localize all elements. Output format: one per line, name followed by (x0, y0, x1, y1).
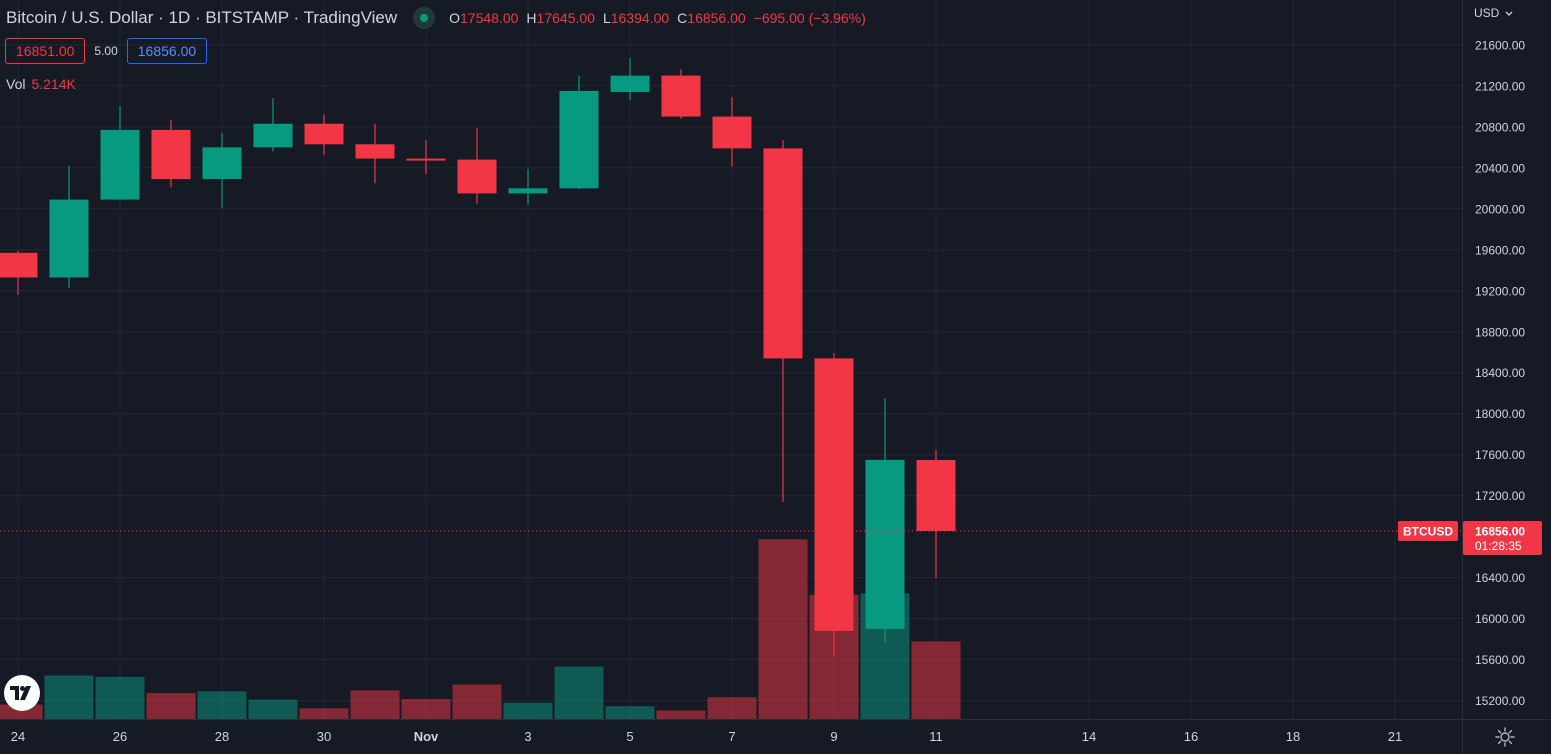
x-tick-label: 16 (1184, 729, 1198, 744)
x-tick-label: 28 (215, 729, 229, 744)
symbol-title[interactable]: Bitcoin / U.S. Dollar · 1D · BITSTAMP · … (6, 8, 398, 27)
volume-bar (911, 641, 961, 719)
y-tick-label: 18000.00 (1475, 407, 1525, 421)
volume-bar (452, 684, 502, 719)
volume-legend[interactable]: Vol 5.214K (6, 76, 76, 92)
x-tick-label: 3 (524, 729, 531, 744)
price-change: −695.00 (−3.96%) (753, 10, 866, 26)
volume-bar (44, 675, 94, 719)
candle-body[interactable] (712, 116, 752, 149)
x-tick-label: 26 (113, 729, 127, 744)
candle-body[interactable] (763, 148, 803, 359)
tradingview-mark-icon (10, 686, 31, 700)
candle-body[interactable] (253, 123, 293, 148)
y-tick-label: 19600.00 (1475, 243, 1525, 257)
x-tick-label: 5 (626, 729, 633, 744)
chart-grid (0, 0, 1462, 719)
x-tick-label: 24 (11, 729, 25, 744)
candle-body[interactable] (814, 358, 854, 631)
x-tick-label: 21 (1388, 729, 1402, 744)
currency-label: USD (1474, 6, 1500, 20)
x-tick-label: 14 (1082, 729, 1096, 744)
y-tick-label: 20000.00 (1475, 202, 1525, 216)
ohlc-open: O17548.00 (449, 10, 519, 26)
y-tick-label: 19200.00 (1475, 284, 1525, 298)
y-tick-label: 21200.00 (1475, 79, 1525, 93)
volume-bars (0, 539, 961, 719)
live-dot-icon (413, 7, 436, 29)
last-price-label: 16856.00 (1475, 524, 1525, 538)
candle-body[interactable] (559, 90, 599, 189)
candle-body[interactable] (304, 123, 344, 145)
y-tick-label: 15200.00 (1475, 694, 1525, 708)
volume-value: 5.214K (31, 76, 76, 92)
volume-bar (146, 693, 196, 719)
volume-bar (299, 708, 349, 719)
volume-bar (656, 710, 706, 719)
candle-body[interactable] (151, 129, 191, 180)
x-tick-label: 18 (1286, 729, 1300, 744)
x-tick-label: 9 (830, 729, 837, 744)
gear-icon[interactable] (1494, 726, 1516, 748)
last-price-tag[interactable] (1463, 520, 1542, 555)
buy-price-button[interactable]: 16856.00 (126, 38, 208, 64)
tradingview-logo-icon[interactable] (4, 675, 40, 711)
candle-body[interactable] (406, 158, 446, 161)
ohlc-low: L16394.00 (602, 10, 670, 26)
candle-body[interactable] (49, 199, 89, 278)
y-tick-label: 18400.00 (1475, 366, 1525, 380)
volume-label: Vol (6, 76, 26, 92)
ohlc-high: H17645.00 (526, 10, 595, 26)
x-tick-label: 11 (929, 729, 943, 744)
symbol-tag-label: BTCUSD (1403, 524, 1453, 538)
volume-bar (0, 704, 43, 719)
candle-body[interactable] (865, 459, 905, 629)
volume-bar (554, 666, 604, 719)
candle-body[interactable] (916, 460, 956, 531)
volume-bar (350, 690, 400, 719)
candle-body[interactable] (457, 159, 497, 194)
symbol-tag[interactable] (1398, 520, 1458, 541)
candle-body[interactable] (202, 147, 242, 180)
candle-body[interactable] (100, 129, 140, 200)
candle-body[interactable] (0, 252, 38, 278)
candle-body[interactable] (610, 75, 650, 92)
volume-bar (401, 698, 451, 719)
bid-ask-row: 16851.00 5.00 16856.00 (5, 38, 208, 64)
ohlc-close: C16856.00 (677, 10, 746, 26)
volume-bar (503, 702, 553, 719)
candles (0, 58, 956, 657)
x-tick-label: 7 (728, 729, 735, 744)
sell-price-button[interactable]: 16851.00 (5, 38, 86, 64)
chevron-down-icon (1505, 11, 1513, 16)
x-tick-label: 30 (317, 729, 331, 744)
symbol-legend[interactable]: Bitcoin / U.S. Dollar · 1D · BITSTAMP · … (6, 7, 874, 29)
countdown-label: 01:28:35 (1475, 539, 1522, 553)
y-tick-label: 20400.00 (1475, 161, 1525, 175)
volume-bar (758, 539, 808, 719)
y-tick-label: 18800.00 (1475, 325, 1525, 339)
volume-bar (95, 676, 145, 719)
y-tick-label: 16000.00 (1475, 612, 1525, 626)
spread-value: 5.00 (94, 44, 118, 58)
y-tick-label: 17200.00 (1475, 489, 1525, 503)
candle-body[interactable] (355, 144, 395, 159)
candle-body[interactable] (508, 188, 548, 194)
y-tick-label: 15600.00 (1475, 653, 1525, 667)
y-tick-label: 17600.00 (1475, 448, 1525, 462)
volume-bar (197, 691, 247, 719)
candle-body[interactable] (661, 75, 701, 117)
currency-dropdown[interactable]: USD (1474, 6, 1513, 20)
volume-bar (248, 699, 298, 719)
volume-bar (707, 697, 757, 719)
y-tick-label: 20800.00 (1475, 120, 1525, 134)
volume-bar (605, 706, 655, 719)
y-tick-label: 16400.00 (1475, 571, 1525, 585)
x-tick-label: Nov (414, 729, 439, 744)
y-tick-label: 21600.00 (1475, 38, 1525, 52)
